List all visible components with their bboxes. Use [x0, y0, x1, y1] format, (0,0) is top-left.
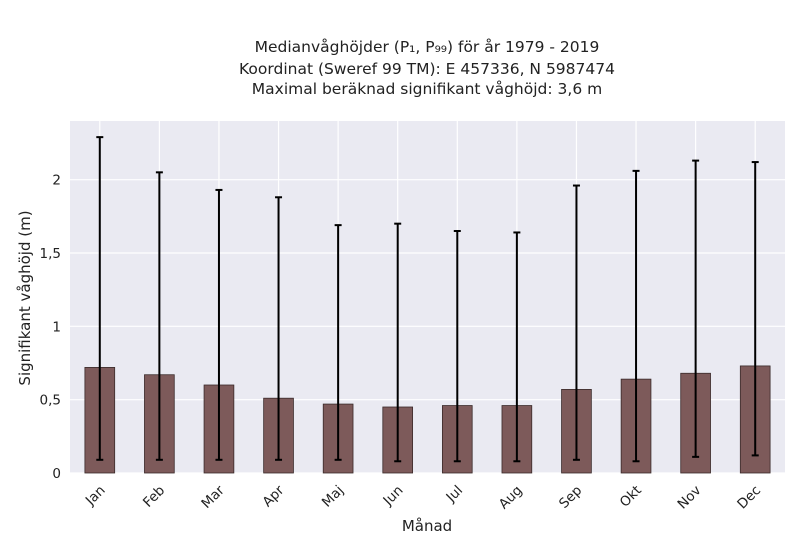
y-tick-label: 0,5	[40, 393, 61, 409]
x-tick-label: Apr	[260, 482, 288, 510]
chart-title-line-3: Maximal beräknad signifikant våghöjd: 3,…	[252, 80, 602, 98]
y-tick-label: 0	[52, 466, 61, 482]
y-tick-label: 1,5	[40, 246, 61, 262]
x-tick-label: Mar	[198, 482, 228, 512]
x-tick-label: Sep	[556, 483, 585, 512]
x-tick-label: Dec	[734, 483, 764, 513]
y-tick-label: 2	[52, 173, 61, 189]
x-tick-label: Nov	[675, 483, 705, 513]
x-tick-label: Okt	[617, 483, 645, 511]
x-tick-label: Jun	[380, 483, 407, 510]
chart-title-line-1: Medianvåghöjder (P₁, P₉₉) för år 1979 - …	[255, 38, 600, 56]
x-tick-label: Feb	[140, 483, 168, 511]
error-bars	[96, 136, 759, 463]
x-tick-label: Maj	[319, 483, 347, 511]
x-axis-ticks: Jan Feb Mar Apr Maj Jun Jul Aug Sep Okt Nov Dec	[82, 482, 764, 512]
x-axis-label: Månad	[402, 517, 452, 535]
y-axis-label: Signifikant våghöjd (m)	[16, 210, 34, 385]
x-tick-label: Jul	[443, 483, 467, 507]
y-tick-label: 1	[52, 319, 61, 335]
x-tick-label: Aug	[496, 483, 526, 513]
y-axis-ticks: 0 0,5 1 1,5 2	[40, 173, 61, 482]
x-tick-label: Jan	[82, 483, 109, 510]
chart-title-line-2: Koordinat (Sweref 99 TM): E 457336, N 59…	[239, 60, 615, 78]
plot-area	[70, 121, 785, 473]
